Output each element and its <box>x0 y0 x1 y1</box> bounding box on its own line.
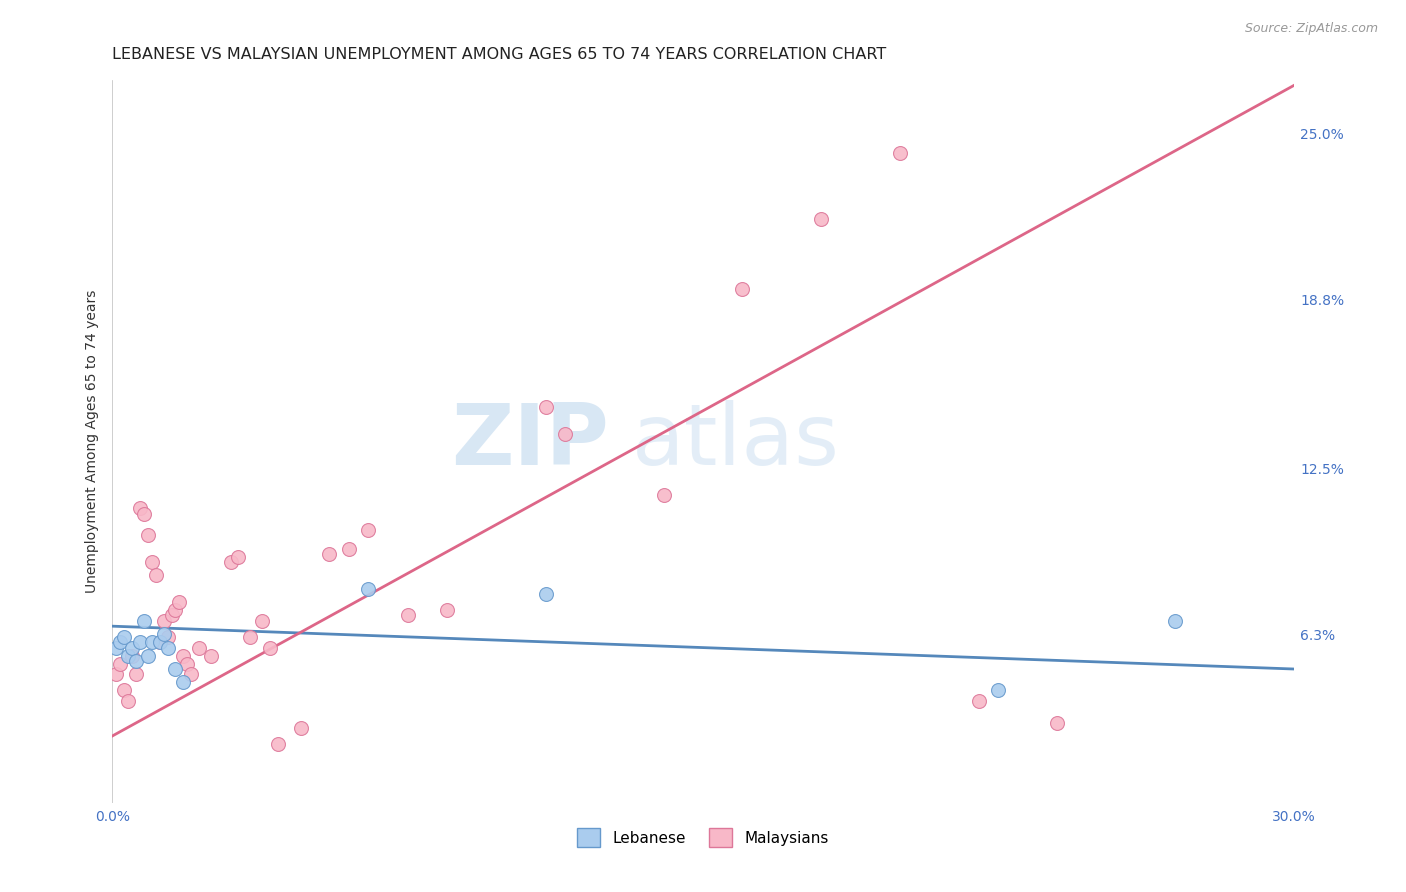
Text: ZIP: ZIP <box>451 400 609 483</box>
Point <box>129 501 152 516</box>
Point <box>141 635 163 649</box>
Point <box>121 640 143 655</box>
Point <box>290 721 312 735</box>
Point <box>180 667 202 681</box>
Point <box>200 648 222 663</box>
Point <box>165 603 187 617</box>
Point <box>112 683 135 698</box>
Point <box>357 582 380 596</box>
Legend: Lebanese, Malaysians: Lebanese, Malaysians <box>571 822 835 853</box>
Point <box>165 662 187 676</box>
Point <box>112 630 135 644</box>
Point <box>250 614 273 628</box>
Point <box>105 640 128 655</box>
Point <box>132 507 155 521</box>
Point <box>228 549 250 564</box>
Point <box>318 547 340 561</box>
Point <box>160 608 183 623</box>
Point <box>110 657 132 671</box>
Point <box>110 635 132 649</box>
Point <box>145 568 167 582</box>
Point <box>396 608 419 623</box>
Point <box>136 648 159 663</box>
Point <box>1164 614 1187 628</box>
Point <box>259 640 281 655</box>
Y-axis label: Unemployment Among Ages 65 to 74 years: Unemployment Among Ages 65 to 74 years <box>84 290 98 593</box>
Point <box>810 212 832 227</box>
Point <box>337 541 360 556</box>
Point <box>132 614 155 628</box>
Point <box>534 587 557 601</box>
Point <box>136 528 159 542</box>
Point <box>267 737 290 751</box>
Text: atlas: atlas <box>633 400 841 483</box>
Point <box>176 657 198 671</box>
Point <box>436 603 458 617</box>
Text: Source: ZipAtlas.com: Source: ZipAtlas.com <box>1244 22 1378 36</box>
Point <box>554 426 576 441</box>
Point <box>125 667 148 681</box>
Point <box>169 595 191 609</box>
Point <box>149 635 172 649</box>
Point <box>967 694 990 708</box>
Point <box>105 667 128 681</box>
Point <box>149 635 172 649</box>
Text: LEBANESE VS MALAYSIAN UNEMPLOYMENT AMONG AGES 65 TO 74 YEARS CORRELATION CHART: LEBANESE VS MALAYSIAN UNEMPLOYMENT AMONG… <box>112 47 887 62</box>
Point <box>219 555 242 569</box>
Point <box>156 630 179 644</box>
Point <box>357 523 380 537</box>
Point <box>987 683 1010 698</box>
Point <box>152 614 174 628</box>
Point <box>731 282 754 296</box>
Point <box>188 640 211 655</box>
Point <box>117 648 139 663</box>
Point <box>534 400 557 414</box>
Point <box>652 488 675 502</box>
Point <box>1046 715 1069 730</box>
Point <box>239 630 262 644</box>
Point <box>141 555 163 569</box>
Point <box>172 648 194 663</box>
Point <box>125 654 148 668</box>
Point <box>156 640 179 655</box>
Point <box>129 635 152 649</box>
Point <box>172 675 194 690</box>
Point <box>121 648 143 663</box>
Point <box>152 627 174 641</box>
Point <box>117 694 139 708</box>
Point <box>889 145 911 160</box>
